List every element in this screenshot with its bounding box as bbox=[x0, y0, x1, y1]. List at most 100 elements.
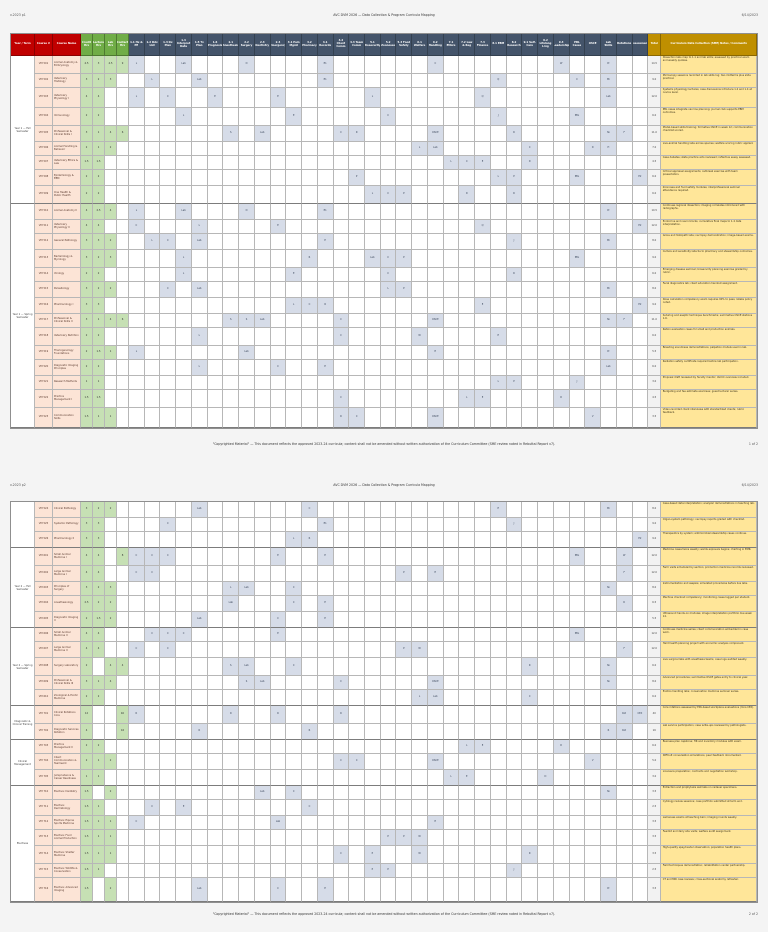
competency-grid-cell bbox=[616, 156, 633, 171]
column-header-competency: 6.2 Handling bbox=[427, 34, 444, 57]
competency-grid-cell bbox=[270, 770, 287, 787]
competency-grid-cell bbox=[475, 690, 491, 707]
competency-grid-cell: D bbox=[459, 186, 476, 205]
competency-grid-cell bbox=[349, 346, 366, 361]
course-code-cell: VM 509 bbox=[35, 186, 53, 205]
competency-grid-cell bbox=[459, 328, 476, 347]
course-name-cell: Virology bbox=[53, 268, 81, 283]
competency-grid-cell bbox=[412, 596, 428, 613]
competency-grid-cell bbox=[553, 846, 570, 865]
course-code-cell: VM 508 bbox=[35, 170, 53, 187]
competency-grid-cell: Lab bbox=[254, 314, 271, 329]
competency-grid-cell bbox=[333, 250, 350, 269]
table-row: VM 507 Veterinary Ethics & Law 1.5 1.5 L C E D 4… bbox=[35, 156, 758, 171]
competency-grid-cell bbox=[160, 612, 177, 629]
competency-grid-cell bbox=[176, 676, 192, 691]
course-code-cell: VM 713 bbox=[35, 830, 53, 847]
competency-grid-cell bbox=[380, 706, 397, 725]
competency-grid-cell bbox=[380, 548, 397, 567]
competency-grid-cell bbox=[160, 142, 177, 157]
competency-grid-cell bbox=[475, 786, 491, 801]
column-header-red: Course Name bbox=[53, 34, 81, 57]
competency-grid-cell bbox=[286, 566, 303, 583]
competency-grid-cell bbox=[553, 548, 570, 567]
competency-grid-cell bbox=[365, 800, 381, 817]
competency-grid-cell bbox=[191, 770, 208, 787]
competency-grid-cell bbox=[302, 612, 318, 629]
competency-grid-cell: Lab bbox=[254, 126, 271, 143]
credit-cell: 1.5 bbox=[81, 830, 93, 847]
competency-grid-cell bbox=[317, 706, 334, 725]
credit-cell: 1.5 bbox=[93, 156, 105, 171]
total-cell: 11.0 bbox=[648, 126, 662, 143]
competency-grid-cell bbox=[585, 56, 602, 75]
competency-grid-cell bbox=[569, 142, 586, 157]
total-cell: 8.0 bbox=[648, 234, 662, 251]
competency-grid-cell: E bbox=[317, 360, 334, 377]
competency-grid-cell bbox=[427, 250, 444, 269]
total-cell: 2.5 bbox=[648, 800, 662, 817]
competency-grid-cell bbox=[632, 612, 649, 629]
competency-grid-cell bbox=[349, 548, 366, 567]
competency-grid-cell bbox=[443, 878, 460, 903]
competency-grid-cell bbox=[427, 234, 444, 251]
total-cell: 8.0 bbox=[648, 582, 662, 597]
competency-grid-cell bbox=[254, 170, 271, 187]
competency-grid-cell bbox=[443, 706, 460, 725]
comment-cell: CT and MRI case reviews; cross-sectional… bbox=[661, 878, 758, 903]
competency-grid-cell bbox=[365, 642, 381, 659]
competency-grid-cell bbox=[317, 170, 334, 187]
competency-grid-cell bbox=[254, 740, 271, 755]
competency-grid-cell: Q bbox=[475, 220, 491, 235]
competency-grid-cell bbox=[302, 628, 318, 643]
competency-grid-cell bbox=[475, 250, 491, 269]
credit-cell: 4 bbox=[105, 314, 117, 329]
competency-grid-cell bbox=[569, 156, 586, 171]
competency-grid-cell bbox=[144, 126, 161, 143]
competency-grid-cell bbox=[490, 204, 507, 221]
group-label-cell: Clinical Management bbox=[11, 740, 35, 787]
competency-grid-cell bbox=[632, 548, 649, 567]
competency-grid-cell bbox=[333, 234, 350, 251]
table-body: Year 1 — Fall Semester Year 1 — Spring Se… bbox=[11, 56, 758, 429]
competency-grid-cell bbox=[569, 642, 586, 659]
competency-grid-cell bbox=[380, 566, 397, 583]
competency-grid-cell bbox=[223, 830, 240, 847]
competency-grid-cell bbox=[349, 800, 366, 817]
competency-grid-cell bbox=[475, 56, 491, 75]
credit-cell bbox=[105, 690, 117, 707]
competency-grid-cell bbox=[475, 234, 491, 251]
competency-grid-cell bbox=[585, 88, 602, 109]
competency-grid-cell bbox=[223, 786, 240, 801]
competency-grid-cell bbox=[632, 566, 649, 583]
competency-grid-cell bbox=[144, 186, 161, 205]
competency-grid-cell bbox=[506, 220, 523, 235]
table-row: VM 606 Small Animal Medicine II 4 4 C C C E PBL 1… bbox=[35, 628, 758, 643]
competency-grid-cell bbox=[144, 676, 161, 691]
competency-grid-cell: C bbox=[286, 596, 303, 613]
credit-cell: 2 bbox=[105, 878, 117, 903]
comment-cell: Machine checkout competency; monitoring … bbox=[661, 596, 758, 613]
competency-grid-cell bbox=[412, 548, 428, 567]
competency-grid-cell bbox=[522, 676, 539, 691]
competency-grid-cell: C bbox=[160, 234, 177, 251]
credit-cell: 3 bbox=[93, 518, 105, 533]
credit-cell: 9 bbox=[117, 56, 129, 75]
competency-grid-cell: E bbox=[490, 502, 507, 519]
competency-grid-cell bbox=[365, 314, 381, 329]
competency-grid-cell bbox=[585, 800, 602, 817]
competency-grid-cell bbox=[616, 800, 633, 817]
competency-grid-cell bbox=[286, 864, 303, 879]
comment-cell: Dose calculation competency exam require… bbox=[661, 298, 758, 315]
competency-grid-cell bbox=[569, 830, 586, 847]
competency-grid-cell bbox=[144, 878, 161, 903]
credit-cell: 4 bbox=[105, 676, 117, 691]
competency-grid-cell: L bbox=[365, 88, 381, 109]
competency-grid-cell bbox=[191, 864, 208, 879]
competency-grid-cell bbox=[176, 846, 192, 865]
competency-grid-cell bbox=[207, 596, 224, 613]
comment-cell: Herd health planning project with econom… bbox=[661, 642, 758, 659]
credit-cell: 3 bbox=[81, 250, 93, 269]
competency-grid-cell: W bbox=[412, 846, 428, 865]
competency-grid-cell bbox=[254, 566, 271, 583]
